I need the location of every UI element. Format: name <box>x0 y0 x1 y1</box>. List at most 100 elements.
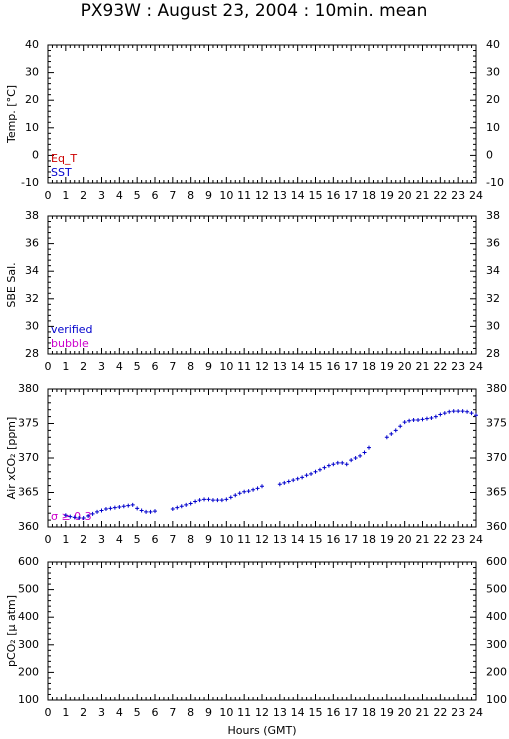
y-tick-label: 365 <box>18 486 39 499</box>
x-tick-label: 12 <box>255 189 269 202</box>
data-point <box>300 475 305 480</box>
data-point <box>148 509 153 514</box>
x-tick-label: 15 <box>309 360 323 373</box>
x-tick-label: 24 <box>469 706 483 719</box>
x-tick-label: 10 <box>219 533 233 546</box>
data-point <box>255 486 260 491</box>
data-point <box>389 431 394 436</box>
data-point <box>322 465 327 470</box>
x-tick-label: 13 <box>273 533 287 546</box>
y-tick-label-right: 100 <box>486 693 507 706</box>
x-tick-label: 7 <box>169 360 176 373</box>
data-point <box>331 462 336 467</box>
x-tick-label: 12 <box>255 533 269 546</box>
x-tick-label: 21 <box>416 533 430 546</box>
y-tick-label-right: 380 <box>486 382 507 395</box>
data-point <box>126 503 131 508</box>
data-point <box>309 471 314 476</box>
x-tick-label: 24 <box>469 360 483 373</box>
x-tick-label: 6 <box>152 533 159 546</box>
y-tick-label: 400 <box>18 610 39 623</box>
data-point <box>384 435 389 440</box>
x-tick-label: 10 <box>219 706 233 719</box>
x-tick-label: 20 <box>398 189 412 202</box>
x-tick-label: 9 <box>205 533 212 546</box>
y-tick-label: 380 <box>18 382 39 395</box>
x-axis-label: Hours (GMT) <box>227 724 296 737</box>
y-tick-label: 30 <box>25 66 39 79</box>
x-tick-label: 21 <box>416 360 430 373</box>
x-tick-label: 10 <box>219 189 233 202</box>
data-point <box>130 502 135 507</box>
x-tick-label: 19 <box>380 360 394 373</box>
data-point <box>86 513 91 518</box>
x-tick-label: 7 <box>169 533 176 546</box>
x-tick-label: 1 <box>62 706 69 719</box>
y-tick-label-right: 0 <box>486 148 493 161</box>
x-tick-label: 19 <box>380 706 394 719</box>
x-tick-label: 3 <box>98 189 105 202</box>
y-tick-label: 100 <box>18 693 39 706</box>
y-tick-label: 28 <box>25 347 39 360</box>
y-tick-label-right: 28 <box>486 347 500 360</box>
data-point <box>398 424 403 429</box>
data-point <box>358 453 363 458</box>
data-point <box>184 502 189 507</box>
x-tick-label: 14 <box>291 360 305 373</box>
x-tick-label: 5 <box>134 360 141 373</box>
x-tick-label: 22 <box>433 360 447 373</box>
x-tick-label: 9 <box>205 360 212 373</box>
data-point <box>344 462 349 467</box>
data-point <box>313 469 318 474</box>
y-tick-label: 0 <box>32 148 39 161</box>
data-point <box>81 516 86 521</box>
data-point <box>170 507 175 512</box>
y-tick-label: 360 <box>18 520 39 533</box>
data-point <box>420 417 425 422</box>
y-tick-label-right: 40 <box>486 38 500 51</box>
x-tick-label: 12 <box>255 706 269 719</box>
y-tick-label-right: 34 <box>486 264 500 277</box>
y-tick-label-right: 370 <box>486 451 507 464</box>
x-tick-label: 22 <box>433 706 447 719</box>
x-tick-label: 17 <box>344 533 358 546</box>
x-tick-label: 11 <box>237 360 251 373</box>
data-point <box>210 498 215 503</box>
data-point <box>260 484 264 489</box>
data-point <box>117 504 122 509</box>
x-tick-label: 20 <box>398 360 412 373</box>
data-point <box>233 493 238 498</box>
data-point <box>224 497 229 502</box>
data-point <box>335 460 340 465</box>
x-tick-label: 14 <box>291 533 305 546</box>
y-tick-label: 375 <box>18 417 39 430</box>
data-point <box>112 505 117 510</box>
x-tick-label: 16 <box>326 360 340 373</box>
y-tick-label-right: -10 <box>486 176 504 189</box>
y-tick-label: 370 <box>18 451 39 464</box>
y-tick-label-right: 500 <box>486 583 507 596</box>
data-point <box>188 501 193 506</box>
data-point <box>77 516 82 521</box>
data-point <box>474 413 478 418</box>
x-tick-label: 0 <box>45 189 52 202</box>
data-point <box>251 487 256 492</box>
x-tick-label: 3 <box>98 533 105 546</box>
x-tick-label: 11 <box>237 706 251 719</box>
y-tick-label: 300 <box>18 638 39 651</box>
x-tick-label: 17 <box>344 360 358 373</box>
y-tick-label: 600 <box>18 555 39 568</box>
y-tick-label-right: 38 <box>486 209 500 222</box>
x-tick-label: 23 <box>451 706 465 719</box>
x-tick-label: 8 <box>187 533 194 546</box>
data-point <box>277 482 282 487</box>
x-tick-label: 15 <box>309 533 323 546</box>
x-tick-label: 6 <box>152 189 159 202</box>
x-tick-label: 5 <box>134 706 141 719</box>
data-point <box>219 498 224 503</box>
x-tick-label: 1 <box>62 533 69 546</box>
x-tick-label: 1 <box>62 360 69 373</box>
data-point <box>193 499 198 504</box>
y-tick-label: 200 <box>18 665 39 678</box>
